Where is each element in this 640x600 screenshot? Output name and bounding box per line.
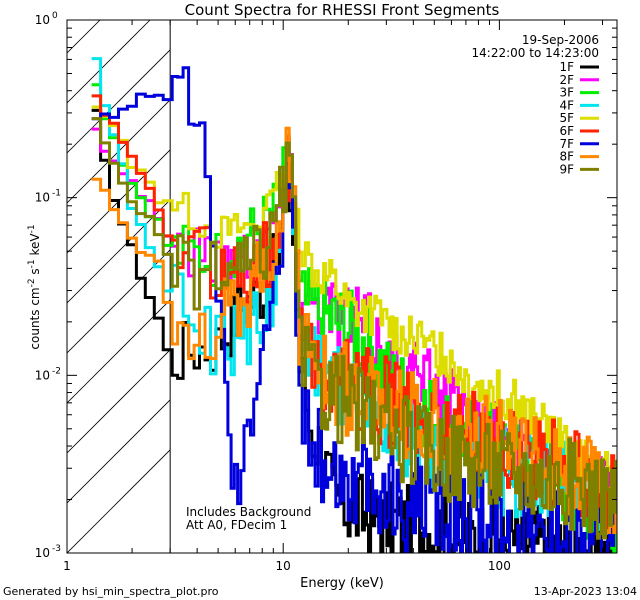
series-layer — [91, 57, 617, 553]
hatch-line — [67, 49, 171, 154]
legend-label-4f: 4F — [559, 98, 574, 112]
y-label-mid: s — [28, 268, 42, 278]
y-label-exp-area: -2 — [27, 278, 37, 287]
legend-label-9f: 9F — [559, 162, 574, 176]
y-tick-label: 10 — [35, 368, 50, 382]
x-tick-label: 1 — [63, 559, 71, 573]
legend-label-8f: 8F — [559, 150, 574, 164]
chart-title: Count Spectra for RHESSI Front Segments — [185, 1, 500, 19]
y-axis-label: counts cm-2 s-1 keV-1 — [27, 224, 42, 349]
hatch-line — [67, 99, 171, 204]
legend-label-3f: 3F — [559, 86, 574, 100]
y-tick-label: 10 — [35, 191, 50, 205]
legend-label-5f: 5F — [559, 111, 574, 125]
y-tick-label-exponent: -2 — [52, 366, 61, 376]
y-tick-label-exponent: -3 — [52, 544, 61, 554]
annotation-attenuator: Att A0, FDecim 1 — [186, 518, 287, 532]
y-label-exp-energy: -1 — [27, 224, 37, 233]
series-line-9f — [91, 117, 617, 540]
y-tick-label-exponent: -1 — [52, 189, 61, 199]
x-axis-ticks: 1 10 100 — [63, 20, 604, 573]
plot-frame — [66, 19, 618, 554]
timestamp-label: 13-Apr-2023 13:04 — [534, 585, 637, 598]
date-label: 19-Sep-2006 — [522, 33, 599, 47]
y-tick-label: 10 — [35, 13, 50, 27]
series-line-7f — [91, 66, 617, 553]
annotation-background: Includes Background — [186, 505, 311, 519]
x-tick-label: 10 — [276, 559, 291, 573]
y-label-end: keV — [28, 233, 42, 260]
legend-label-6f: 6F — [559, 124, 574, 138]
x-tick-label: 100 — [488, 559, 511, 573]
legend-label-2f: 2F — [559, 73, 574, 87]
legend-label-1f: 1F — [559, 60, 574, 74]
generated-by-label: Generated by hsi_min_spectra_plot.pro — [3, 585, 219, 598]
time-range-label: 14:22:00 to 14:23:00 — [472, 46, 599, 60]
y-tick-label: 10 — [35, 546, 50, 560]
y-label-exp-time: -1 — [27, 259, 37, 268]
y-label-base: counts cm — [28, 287, 42, 349]
legend-label-7f: 7F — [559, 137, 574, 151]
y-tick-label-exponent: 0 — [52, 11, 58, 21]
x-axis-label: Energy (keV) — [300, 576, 384, 591]
